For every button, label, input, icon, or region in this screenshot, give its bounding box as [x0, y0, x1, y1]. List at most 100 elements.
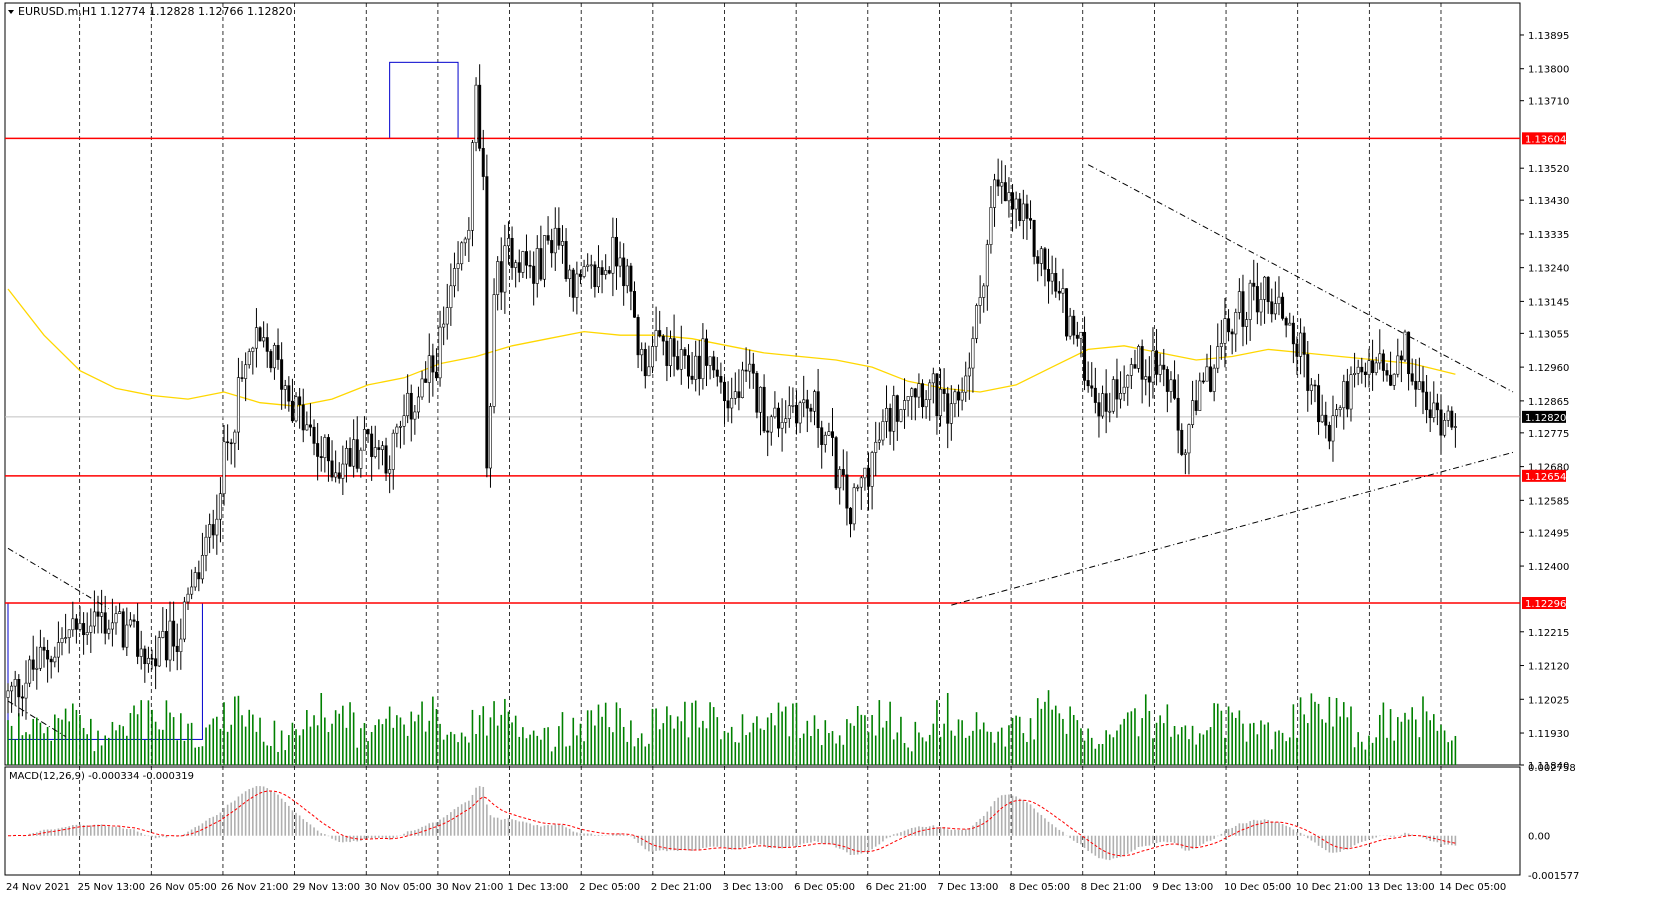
candle-body: [1111, 379, 1115, 412]
macd-tick-label: 0.002758: [1528, 763, 1576, 774]
candle-body: [218, 493, 222, 520]
candle-body: [323, 437, 327, 459]
candle-body: [233, 431, 237, 444]
candle-body: [96, 611, 100, 617]
candle-body: [1021, 203, 1025, 221]
candle-body: [532, 265, 536, 284]
candle-body: [146, 657, 150, 665]
time-tick-label: 29 Nov 13:00: [293, 882, 360, 893]
price-tick-label: 1.12775: [1528, 429, 1569, 440]
candle-body: [1209, 366, 1213, 392]
candle-body: [398, 426, 402, 428]
candle-body: [470, 142, 474, 231]
candle-body: [1129, 364, 1133, 376]
price-tick-label: 1.13145: [1528, 297, 1569, 308]
candle-body: [964, 375, 968, 393]
time-tick-label: 14 Dec 05:00: [1439, 882, 1506, 893]
candle-body: [290, 400, 294, 422]
candle-body: [953, 391, 957, 405]
candle-body: [326, 437, 330, 462]
candle-body: [1144, 376, 1148, 380]
candle-body: [683, 349, 687, 356]
candle-body: [1255, 286, 1259, 313]
candle-body: [946, 393, 950, 424]
candle-body: [247, 351, 251, 366]
symbol-label: EURUSD.m,H1: [18, 5, 97, 18]
candle-body: [712, 356, 716, 371]
candle-body: [1191, 400, 1195, 425]
collapse-arrow-icon[interactable]: [8, 10, 14, 14]
candle-body: [103, 612, 107, 634]
candle-body: [175, 645, 179, 652]
candle-body: [604, 270, 608, 275]
candle-body: [56, 642, 60, 658]
candle-body: [366, 429, 370, 435]
candle-body: [1122, 386, 1126, 394]
candle-body: [316, 443, 320, 457]
candle-body: [586, 264, 590, 267]
candle-body: [629, 265, 633, 292]
candle-body: [31, 659, 35, 670]
candle-body: [1252, 282, 1256, 287]
candle-body: [488, 406, 492, 469]
candle-body: [1363, 371, 1367, 376]
candle-body: [330, 460, 334, 478]
candle-body: [1403, 331, 1407, 361]
candle-body: [1381, 353, 1385, 371]
candle-body: [1108, 410, 1112, 413]
candle-body: [1158, 364, 1162, 375]
candle-body: [726, 400, 730, 409]
candle-body: [1183, 452, 1187, 455]
candle-body: [1187, 424, 1191, 454]
candle-body: [1356, 366, 1360, 374]
candle-body: [978, 297, 982, 306]
candle-body: [463, 238, 467, 244]
candle-body: [200, 555, 204, 580]
candle-body: [704, 338, 708, 366]
candle-body: [89, 625, 93, 633]
candle-body: [1453, 426, 1457, 428]
candle-body: [344, 448, 348, 465]
candle-body: [1241, 291, 1245, 327]
candle-body: [391, 432, 395, 470]
candle-body: [226, 441, 230, 444]
candle-body: [867, 467, 871, 487]
candle-body: [967, 367, 971, 377]
chart-header: EURUSD.m,H1 1.12774 1.12828 1.12766 1.12…: [8, 5, 292, 18]
candle-body: [143, 648, 147, 665]
candle-body: [845, 474, 849, 509]
candle-body: [312, 426, 316, 444]
candle-body: [1327, 424, 1331, 442]
candle-body: [1410, 373, 1414, 382]
candle-body: [618, 257, 622, 267]
candle-body: [1025, 203, 1029, 219]
time-tick-label: 25 Nov 13:00: [78, 882, 145, 893]
candle-body: [575, 273, 579, 298]
candle-body: [676, 356, 680, 370]
price-pane-frame: [4, 2, 1521, 766]
candle-body: [251, 347, 255, 352]
candle-body: [186, 593, 190, 603]
candle-body: [46, 649, 50, 660]
candle-body: [1054, 273, 1058, 292]
candle-body: [114, 613, 118, 624]
candle-body: [424, 378, 428, 383]
candle-body: [524, 251, 528, 266]
candle-body: [1450, 410, 1454, 428]
candle-body: [1119, 393, 1123, 400]
candle-body: [481, 148, 485, 177]
candle-body: [582, 266, 586, 277]
candle-body: [1133, 364, 1137, 369]
candle-body: [881, 421, 885, 441]
candle-body: [1057, 290, 1061, 294]
candle-body: [164, 631, 168, 661]
price-tick-label: 1.12215: [1528, 628, 1569, 639]
candle-body: [1086, 380, 1090, 387]
candle-body: [1029, 218, 1033, 221]
candle-body: [762, 386, 766, 432]
time-tick-label: 1 Dec 13:00: [508, 882, 569, 893]
candle-body: [1205, 366, 1209, 382]
candle-body: [625, 265, 629, 287]
